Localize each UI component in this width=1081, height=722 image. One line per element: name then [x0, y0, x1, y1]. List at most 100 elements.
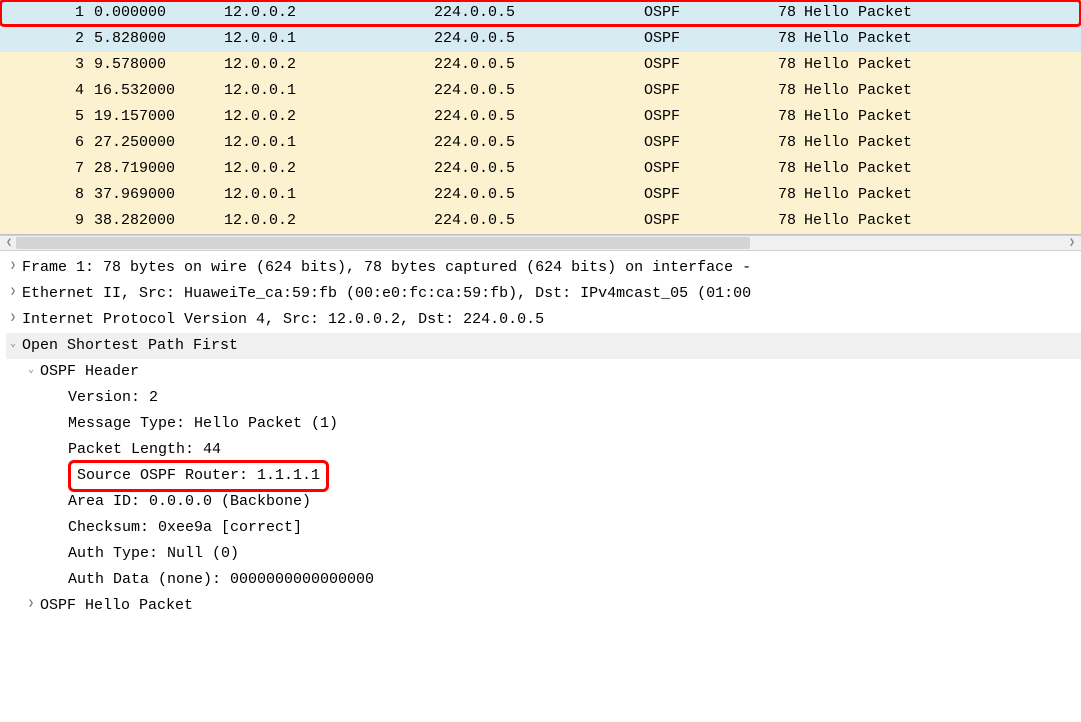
cell-proto: OSPF [640, 182, 760, 208]
tree-ip-label: Internet Protocol Version 4, Src: 12.0.0… [22, 307, 544, 333]
packet-row[interactable]: 627.25000012.0.0.1224.0.0.5OSPF78Hello P… [0, 130, 1081, 156]
cell-len: 78 [760, 78, 800, 104]
packet-list-pane[interactable]: 10.00000012.0.0.2224.0.0.5OSPF78Hello Pa… [0, 0, 1081, 235]
cell-no: 6 [20, 130, 90, 156]
tree-ospf-authtype[interactable]: Auth Type: Null (0) [6, 541, 1081, 567]
tree-ospf-areaid[interactable]: Area ID: 0.0.0.0 (Backbone) [6, 489, 1081, 515]
cell-dest: 224.0.0.5 [430, 26, 640, 52]
packet-row[interactable]: 39.57800012.0.0.2224.0.0.5OSPF78Hello Pa… [0, 52, 1081, 78]
cell-len: 78 [760, 156, 800, 182]
tree-ospf-checksum-label: Checksum: 0xee9a [correct] [68, 515, 302, 541]
chevron-down-icon[interactable]: ⌄ [6, 332, 20, 358]
chevron-right-icon[interactable]: ❯ [6, 254, 20, 280]
cell-time: 28.719000 [90, 156, 220, 182]
tree-ospf-version[interactable]: Version: 2 [6, 385, 1081, 411]
cell-info: Hello Packet [800, 156, 1081, 182]
cell-proto: OSPF [640, 26, 760, 52]
cell-dest: 224.0.0.5 [430, 182, 640, 208]
cell-time: 9.578000 [90, 52, 220, 78]
scroll-track[interactable] [16, 237, 1065, 249]
cell-dest: 224.0.0.5 [430, 156, 640, 182]
cell-no: 3 [20, 52, 90, 78]
tree-ospf-srcrouter-label: Source OSPF Router: 1.1.1.1 [77, 467, 320, 484]
cell-source: 12.0.0.2 [220, 104, 430, 130]
cell-source: 12.0.0.1 [220, 78, 430, 104]
packet-row[interactable]: 519.15700012.0.0.2224.0.0.5OSPF78Hello P… [0, 104, 1081, 130]
tree-ospf-header-label: OSPF Header [40, 359, 139, 385]
tree-frame[interactable]: ❯ Frame 1: 78 bytes on wire (624 bits), … [6, 255, 1081, 281]
cell-time: 5.828000 [90, 26, 220, 52]
cell-len: 78 [760, 104, 800, 130]
cell-time: 16.532000 [90, 78, 220, 104]
cell-time: 37.969000 [90, 182, 220, 208]
cell-time: 38.282000 [90, 208, 220, 234]
packet-list-hscroll[interactable]: ❮ ❯ [0, 235, 1081, 251]
cell-len: 78 [760, 0, 800, 26]
cell-dest: 224.0.0.5 [430, 52, 640, 78]
cell-len: 78 [760, 52, 800, 78]
tree-ip[interactable]: ❯ Internet Protocol Version 4, Src: 12.0… [6, 307, 1081, 333]
packet-row[interactable]: 10.00000012.0.0.2224.0.0.5OSPF78Hello Pa… [0, 0, 1081, 26]
tree-ospf-checksum[interactable]: Checksum: 0xee9a [correct] [6, 515, 1081, 541]
packet-row[interactable]: 837.96900012.0.0.1224.0.0.5OSPF78Hello P… [0, 182, 1081, 208]
cell-source: 12.0.0.2 [220, 208, 430, 234]
cell-info: Hello Packet [800, 26, 1081, 52]
tree-ospf-hello-label: OSPF Hello Packet [40, 593, 193, 619]
cell-no: 9 [20, 208, 90, 234]
chevron-right-icon[interactable]: ❯ [24, 592, 38, 618]
tree-ospf[interactable]: ⌄ Open Shortest Path First [6, 333, 1081, 359]
tree-ospf-areaid-label: Area ID: 0.0.0.0 (Backbone) [68, 489, 311, 515]
cell-len: 78 [760, 208, 800, 234]
cell-info: Hello Packet [800, 208, 1081, 234]
cell-proto: OSPF [640, 0, 760, 26]
highlight-src-router: Source OSPF Router: 1.1.1.1 [68, 460, 329, 492]
tree-ethernet[interactable]: ❯ Ethernet II, Src: HuaweiTe_ca:59:fb (0… [6, 281, 1081, 307]
cell-no: 7 [20, 156, 90, 182]
cell-dest: 224.0.0.5 [430, 130, 640, 156]
tree-ethernet-label: Ethernet II, Src: HuaweiTe_ca:59:fb (00:… [22, 281, 751, 307]
scroll-left-icon[interactable]: ❮ [2, 237, 16, 249]
scroll-right-icon[interactable]: ❯ [1065, 237, 1079, 249]
cell-proto: OSPF [640, 104, 760, 130]
cell-no: 8 [20, 182, 90, 208]
cell-no: 2 [20, 26, 90, 52]
chevron-right-icon[interactable]: ❯ [6, 280, 20, 306]
cell-len: 78 [760, 130, 800, 156]
cell-time: 19.157000 [90, 104, 220, 130]
cell-len: 78 [760, 182, 800, 208]
cell-dest: 224.0.0.5 [430, 0, 640, 26]
tree-ospf-hello[interactable]: ❯ OSPF Hello Packet [6, 593, 1081, 619]
tree-ospf-authdata-label: Auth Data (none): 0000000000000000 [68, 567, 374, 593]
cell-no: 5 [20, 104, 90, 130]
scroll-thumb[interactable] [16, 237, 750, 249]
tree-ospf-msgtype-label: Message Type: Hello Packet (1) [68, 411, 338, 437]
packet-row[interactable]: 25.82800012.0.0.1224.0.0.5OSPF78Hello Pa… [0, 26, 1081, 52]
cell-proto: OSPF [640, 78, 760, 104]
cell-info: Hello Packet [800, 0, 1081, 26]
cell-info: Hello Packet [800, 130, 1081, 156]
chevron-right-icon[interactable]: ❯ [6, 306, 20, 332]
cell-no: 4 [20, 78, 90, 104]
packet-row[interactable]: 728.71900012.0.0.2224.0.0.5OSPF78Hello P… [0, 156, 1081, 182]
cell-source: 12.0.0.1 [220, 130, 430, 156]
cell-len: 78 [760, 26, 800, 52]
tree-frame-label: Frame 1: 78 bytes on wire (624 bits), 78… [22, 255, 751, 281]
packet-row[interactable]: 416.53200012.0.0.1224.0.0.5OSPF78Hello P… [0, 78, 1081, 104]
tree-ospf-version-label: Version: 2 [68, 385, 158, 411]
cell-source: 12.0.0.2 [220, 156, 430, 182]
tree-ospf-msgtype[interactable]: Message Type: Hello Packet (1) [6, 411, 1081, 437]
cell-source: 12.0.0.1 [220, 26, 430, 52]
cell-dest: 224.0.0.5 [430, 104, 640, 130]
cell-proto: OSPF [640, 156, 760, 182]
chevron-down-icon[interactable]: ⌄ [24, 358, 38, 384]
packet-row[interactable]: 938.28200012.0.0.2224.0.0.5OSPF78Hello P… [0, 208, 1081, 234]
cell-source: 12.0.0.1 [220, 182, 430, 208]
tree-ospf-srcrouter[interactable]: Source OSPF Router: 1.1.1.1 [6, 463, 1081, 489]
cell-info: Hello Packet [800, 104, 1081, 130]
tree-ospf-authdata[interactable]: Auth Data (none): 0000000000000000 [6, 567, 1081, 593]
cell-no: 1 [20, 0, 90, 26]
tree-ospf-header[interactable]: ⌄ OSPF Header [6, 359, 1081, 385]
packet-details-pane[interactable]: ❯ Frame 1: 78 bytes on wire (624 bits), … [0, 251, 1081, 629]
cell-info: Hello Packet [800, 182, 1081, 208]
tree-ospf-authtype-label: Auth Type: Null (0) [68, 541, 239, 567]
